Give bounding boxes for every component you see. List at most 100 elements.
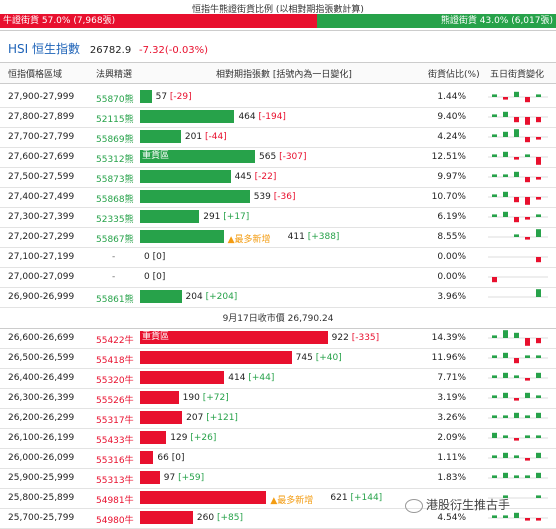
warrant-code-link: -: [112, 272, 116, 282]
table-row[interactable]: 27,600-27,699 55312熊 重貨區 565 [-307] 12.51%: [0, 147, 556, 168]
futures-bar: 重貨區: [140, 150, 255, 163]
futures-count: 0 [0]: [144, 272, 165, 282]
table-row[interactable]: 26,600-26,699 55422牛 重貨區 922 [-335] 14.39%: [0, 328, 556, 349]
outstanding-pct: 4.24%: [437, 132, 466, 142]
futures-bar: [140, 110, 235, 123]
table-row[interactable]: 25,900-25,999 55313牛 97 [+59] 1.83%: [0, 468, 556, 489]
spark-bar-down: [525, 177, 530, 183]
warrant-code-link[interactable]: 55317牛: [96, 416, 134, 426]
ratio-bar: 牛證街貨 57.0% (7,968張) 熊證街貨 43.0% (6,017張): [0, 14, 556, 28]
warrant-code-link[interactable]: 55418牛: [96, 356, 134, 366]
futures-count: 260 [+85]: [197, 513, 243, 523]
spark-bar-up: [492, 94, 497, 97]
table-row[interactable]: 27,400-27,499 55868熊 539 [-36] 10.70%: [0, 187, 556, 208]
spark-bar-up: [492, 415, 497, 418]
spark-bar-down: [525, 217, 530, 220]
table-row[interactable]: 27,100-27,199 - 0 [0] 0.00%: [0, 247, 556, 268]
five-day-sparkline: [488, 452, 548, 461]
price-range: 27,000-27,099: [8, 272, 75, 282]
warrant-code-link[interactable]: 55320牛: [96, 376, 134, 386]
table-row[interactable]: 26,100-26,199 55433牛 129 [+26] 2.09%: [0, 428, 556, 449]
warrant-code-link[interactable]: 55526牛: [96, 396, 134, 406]
most-added-badge: ▲最多新增: [270, 496, 314, 506]
spark-bar-up: [503, 330, 508, 338]
count-value: 414: [228, 373, 246, 383]
warrant-code-link[interactable]: 55422牛: [96, 336, 134, 346]
spark-bar-down: [514, 157, 519, 160]
table-row[interactable]: 27,300-27,399 52335熊 291 [+17] 6.19%: [0, 207, 556, 228]
table-row[interactable]: 27,200-27,299 55867熊 ▲最多新增 411 [+388] 8.55%: [0, 227, 556, 248]
table-row[interactable]: 26,300-26,399 55526牛 190 [+72] 3.19%: [0, 388, 556, 409]
spark-bar-up: [536, 355, 541, 358]
outstanding-pct: 3.26%: [437, 413, 466, 423]
spark-bar-down: [525, 237, 530, 240]
futures-bar: [140, 210, 200, 223]
spark-bar-up: [536, 495, 541, 498]
count-delta: [-335]: [351, 333, 380, 343]
five-day-sparkline: [488, 91, 548, 103]
table-row[interactable]: 27,900-27,999 55870熊 57 [-29] 1.44%: [0, 87, 556, 108]
warrant-code-link[interactable]: 55312熊: [96, 155, 134, 165]
spark-bar-up: [525, 415, 530, 418]
price-range: 26,100-26,199: [8, 433, 75, 443]
outstanding-pct: 3.19%: [437, 393, 466, 403]
table-row[interactable]: 26,900-26,999 55861熊 204 [+204] 3.96%: [0, 287, 556, 308]
warrant-code-link[interactable]: 55870熊: [96, 95, 134, 105]
count-delta: [+85]: [216, 513, 243, 523]
spark-bar-up: [514, 171, 519, 177]
count-delta: [+44]: [248, 373, 275, 383]
futures-bar: [140, 351, 292, 364]
spark-bar-up: [525, 355, 530, 358]
index-change: -7.32(-0.03%): [139, 45, 209, 56]
spark-bar-up: [492, 335, 497, 338]
count-delta: [+40]: [315, 353, 342, 363]
spark-bar-up: [503, 372, 508, 378]
table-row[interactable]: 25,700-25,799 54980牛 260 [+85] 4.54%: [0, 508, 556, 529]
price-range: 26,000-26,099: [8, 453, 75, 463]
count-delta: [0]: [152, 252, 166, 262]
table-row[interactable]: 27,500-27,599 55873熊 445 [-22] 9.97%: [0, 167, 556, 188]
spark-bar-up: [536, 94, 541, 97]
spark-bar-down: [525, 338, 530, 346]
spark-bar-down: [525, 137, 530, 143]
count-delta: [+144]: [350, 493, 383, 503]
spark-bar-down: [514, 217, 519, 223]
futures-bar: [140, 230, 224, 243]
futures-count: 922 [-335]: [332, 333, 380, 343]
warrant-code-link[interactable]: 52335熊: [96, 215, 134, 225]
count-value: 129: [170, 433, 188, 443]
warrant-code-link[interactable]: 54981牛: [96, 496, 134, 506]
count-value: 411: [287, 232, 305, 242]
warrant-code-link[interactable]: 55868熊: [96, 195, 134, 205]
table-row[interactable]: 27,000-27,099 - 0 [0] 0.00%: [0, 267, 556, 288]
count-value: 204: [185, 292, 203, 302]
count-delta: [-29]: [169, 92, 192, 102]
table-row[interactable]: 26,500-26,599 55418牛 745 [+40] 11.96%: [0, 348, 556, 369]
futures-bar: [140, 290, 182, 303]
table-row[interactable]: 26,400-26,499 55320牛 414 [+44] 7.71%: [0, 368, 556, 389]
table-row[interactable]: 26,000-26,099 55316牛 66 [0] 1.11%: [0, 448, 556, 469]
col-futures: 相對期指張數 [括號內為一日變化]: [216, 70, 352, 80]
count-value: 0: [144, 252, 150, 262]
table-row[interactable]: 27,800-27,899 52115熊 464 [-194] 9.40%: [0, 107, 556, 128]
spark-bar-up: [503, 515, 508, 518]
warrant-code-link[interactable]: 55313牛: [96, 476, 134, 486]
spark-bar-up: [536, 395, 541, 398]
spark-bar-up: [536, 214, 541, 217]
count-delta: [+72]: [202, 393, 229, 403]
warrant-code-link[interactable]: 54980牛: [96, 516, 134, 526]
warrant-code-link[interactable]: 55316牛: [96, 456, 134, 466]
table-row[interactable]: 26,200-26,299 55317牛 207 [+121] 3.26%: [0, 408, 556, 429]
warrant-code-link[interactable]: 52115熊: [96, 115, 134, 125]
warrant-code-link[interactable]: 55867熊: [96, 235, 134, 245]
warrant-code-link[interactable]: 55861熊: [96, 295, 134, 305]
spark-bar-up: [514, 412, 519, 418]
futures-bar: [140, 130, 181, 143]
warrant-code-link[interactable]: 55433牛: [96, 436, 134, 446]
index-name[interactable]: HSI 恒生指數: [8, 42, 80, 56]
spark-bar-up: [536, 435, 541, 438]
warrant-code-link[interactable]: 55869熊: [96, 135, 134, 145]
table-row[interactable]: 27,700-27,799 55869熊 201 [-44] 4.24%: [0, 127, 556, 148]
table-row[interactable]: 25,800-25,899 54981牛 ▲最多新增 621 [+144]: [0, 488, 556, 509]
warrant-code-link[interactable]: 55873熊: [96, 175, 134, 185]
